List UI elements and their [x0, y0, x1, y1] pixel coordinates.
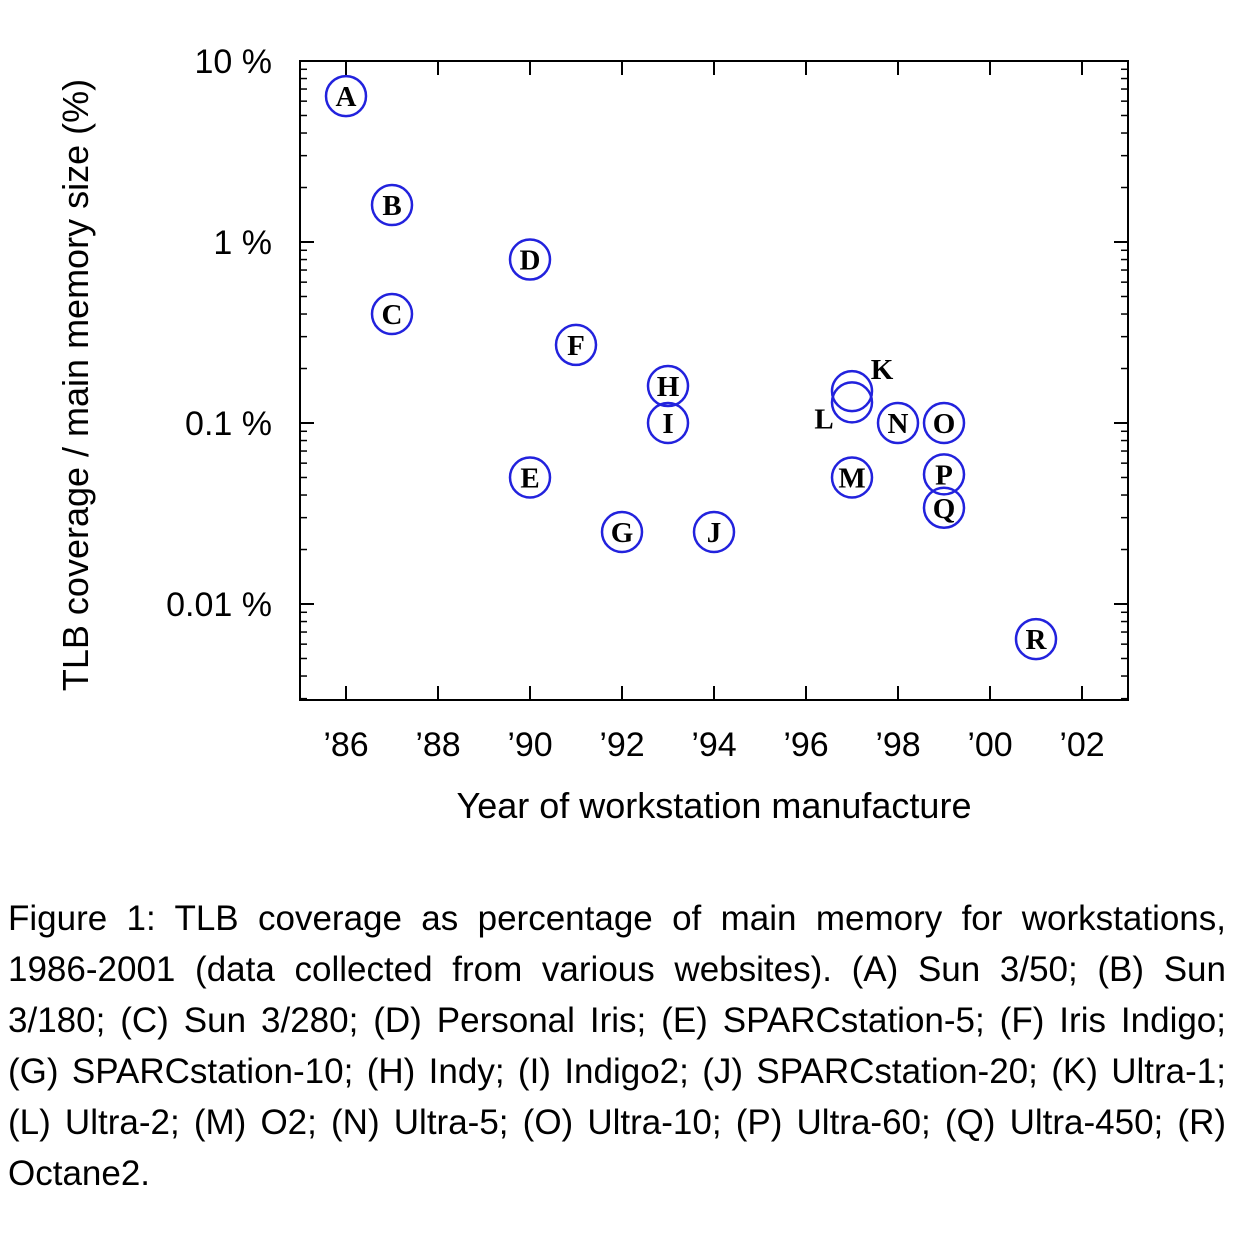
point-label-b: B	[382, 190, 401, 222]
point-marker-d	[508, 238, 552, 281]
point-label-q: Q	[933, 493, 956, 525]
point-marker-n	[876, 401, 920, 445]
point-label-h: H	[657, 371, 680, 403]
plot-frame	[299, 60, 1129, 701]
x-axis-title: Year of workstation manufacture	[457, 785, 972, 826]
point-label-a: A	[336, 81, 357, 113]
point-marker-i	[646, 401, 690, 445]
point-marker-l	[830, 381, 874, 424]
x-tick-label: ’90	[507, 726, 552, 764]
point-marker-r	[1014, 617, 1058, 661]
figure-caption: Figure 1: TLB coverage as percentage of …	[8, 899, 1226, 1193]
y-tick-labels: 10 % 1 % 0.1 % 0.01 %	[166, 43, 272, 624]
point-label-e: E	[520, 462, 539, 494]
point-label-r: R	[1026, 624, 1048, 656]
x-tick-label: ’92	[599, 726, 644, 764]
point-label-i: I	[662, 408, 673, 440]
point-label-l: L	[814, 403, 833, 435]
point-marker-f	[554, 323, 598, 367]
point-marker-k	[830, 369, 874, 413]
x-tick-label: ’00	[967, 726, 1012, 764]
point-label-k: K	[871, 354, 894, 386]
tlb-coverage-chart: ’86 ’88 ’90 ’92 ’94 ’96 ’98 ’00 ’02 10 % 1 % 0.1 %…	[55, 43, 1129, 826]
point-marker-g	[600, 510, 644, 554]
point-marker-o	[922, 401, 966, 445]
y-tick-label: 1 %	[213, 224, 272, 262]
point-marker-c	[370, 292, 414, 336]
point-marker-b	[370, 183, 414, 227]
x-tick-label: ’88	[415, 726, 460, 764]
x-tick-label: ’02	[1059, 726, 1104, 764]
point-label-c: C	[382, 299, 403, 331]
point-label-p: P	[935, 459, 953, 491]
x-tick-label: ’86	[323, 726, 368, 764]
axis-ticks	[300, 60, 1128, 700]
point-marker-p	[922, 453, 966, 496]
point-marker-j	[692, 510, 736, 554]
point-label-f: F	[567, 330, 585, 362]
y-tick-label: 0.01 %	[166, 586, 272, 624]
data-points: A B C D E F G HI J K LMN OPQ R	[324, 74, 1058, 661]
point-marker-a	[324, 74, 368, 118]
point-marker-q	[922, 486, 966, 530]
y-tick-label: 0.1 %	[185, 405, 272, 443]
point-label-n: N	[888, 408, 909, 440]
point-marker-m	[830, 456, 874, 499]
point-label-j: J	[707, 517, 722, 549]
point-label-o: O	[933, 408, 956, 440]
point-marker-e	[508, 456, 552, 499]
point-marker-h	[646, 364, 690, 408]
x-tick-label: ’94	[691, 726, 736, 764]
x-tick-labels: ’86 ’88 ’90 ’92 ’94 ’96 ’98 ’00 ’02	[323, 726, 1104, 764]
point-label-m: M	[838, 462, 865, 494]
point-label-d: D	[520, 245, 541, 277]
y-tick-label: 10 %	[195, 43, 273, 81]
x-tick-label: ’98	[875, 726, 920, 764]
y-axis-title: TLB coverage / main memory size (%)	[55, 79, 96, 691]
x-tick-label: ’96	[783, 726, 828, 764]
point-label-g: G	[611, 517, 634, 549]
